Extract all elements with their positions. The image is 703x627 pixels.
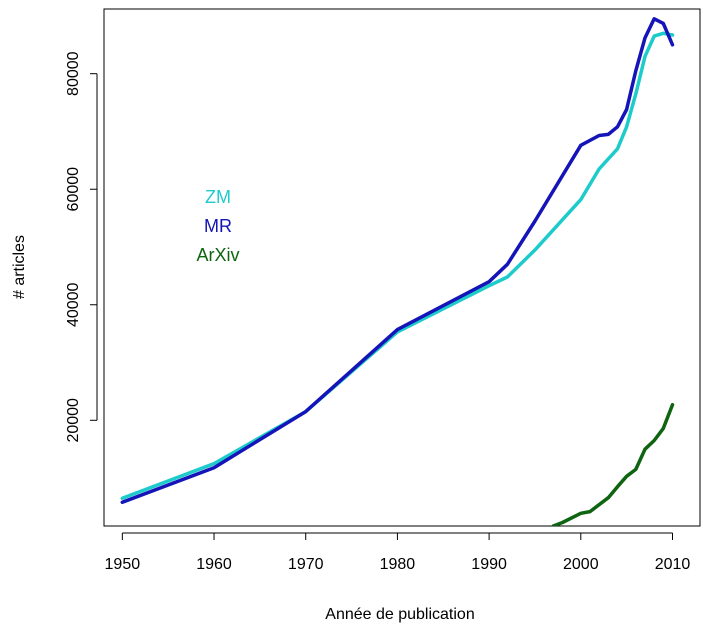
legend-entry-arxiv: ArXiv [196,245,239,265]
legend: ZM MR ArXiv [196,187,239,265]
x-tick-label: 1970 [288,556,324,573]
series-layer [120,17,675,526]
x-tick-label: 2010 [655,556,691,573]
x-tick-label: 1950 [105,556,141,573]
x-axis-title: Année de publication [325,606,474,623]
x-tick-label: 2000 [563,556,599,573]
x-tick-label: 1980 [380,556,416,573]
y-tick-label: 40000 [65,282,82,327]
series-line-arxiv [551,402,675,526]
series-line-mr [120,17,675,505]
plot-frame [103,8,701,527]
legend-entry-zm: ZM [205,187,231,207]
axes-layer: 1950 1960 1970 1980 1990 2000 2010 20000 40000 60… [65,51,690,573]
series-line-zm [120,31,675,501]
x-tick-label: 1960 [196,556,232,573]
y-tick-label: 80000 [65,51,82,96]
x-tick-label: 1990 [471,556,507,573]
y-tick-label: 20000 [65,398,82,443]
y-tick-label: 60000 [65,167,82,212]
y-axis-title: # articles [11,235,28,299]
legend-entry-mr: MR [204,216,232,236]
